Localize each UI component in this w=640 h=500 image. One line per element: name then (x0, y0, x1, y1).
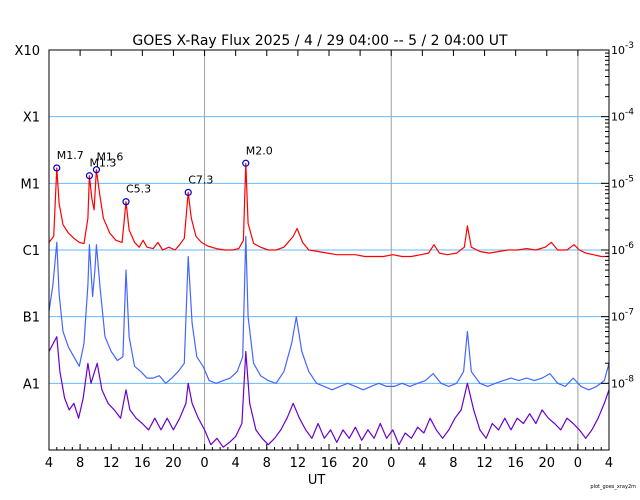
x-tick-label: 8 (263, 456, 271, 471)
right-label: 10-6 (611, 241, 634, 257)
flare-marker (53, 164, 61, 172)
chart-title: GOES X-Ray Flux 2025 / 4 / 29 04:00 -- 5… (132, 33, 508, 49)
flare-label: C7.3 (188, 173, 213, 186)
flare-marker (242, 159, 250, 167)
right-label: 10-4 (611, 108, 634, 124)
right-label: 10-3 (611, 41, 634, 57)
class-label-X10: X10 (15, 44, 40, 59)
footer-note: plot_goes_xray2m (590, 484, 636, 490)
grid-lines (49, 50, 609, 450)
flare-label: M2.0 (246, 144, 273, 157)
class-label-M1: M1 (21, 177, 41, 192)
right-label: 10-8 (611, 374, 634, 390)
x-tick-label: 4 (418, 456, 426, 471)
x-tick-label: 4 (45, 456, 53, 471)
x-tick-label: 20 (165, 456, 182, 471)
class-label-A1: A1 (23, 377, 40, 392)
x-tick-label: 0 (200, 456, 208, 471)
flare-label: C5.3 (126, 183, 151, 196)
series-line-2 (48, 336, 610, 448)
class-label-C1: C1 (23, 244, 40, 259)
x-tick-label: 12 (103, 456, 120, 471)
series-line-0 (48, 162, 609, 258)
flare-marker (92, 166, 101, 174)
x-tick-label: 16 (321, 456, 338, 471)
x-tick-label: 8 (76, 456, 84, 471)
class-label-X1: X1 (23, 111, 40, 126)
flare-marker (85, 172, 94, 180)
x-tick-label: 20 (352, 456, 369, 471)
x-tick-label: 4 (605, 456, 613, 471)
x-tick-label: 8 (449, 456, 457, 471)
x-tick-label: 0 (574, 456, 582, 471)
x-tick-label: 20 (539, 456, 556, 471)
series-line-1 (48, 235, 610, 391)
flare-marker (184, 188, 192, 197)
flare-label: M1.7 (57, 149, 84, 162)
series-group (48, 162, 610, 448)
x-tick-label: 0 (387, 456, 395, 471)
right-label: 10-7 (611, 308, 634, 324)
flare-label: M1.6 (96, 151, 123, 164)
axes: X10 X1 M1 C1 B1 A1 10-3 10-4 10-5 10-6 10-7 10-8 4 8 1… (15, 41, 635, 471)
x-tick-label: 12 (476, 456, 493, 471)
flare-annotations: M1.7M1.3M1.6C5.3C7.3M2.0 (53, 144, 273, 206)
x-axis-label: UT (308, 473, 326, 488)
x-tick-label: 16 (134, 456, 151, 471)
x-tick-label: 12 (290, 456, 307, 471)
x-tick-label: 16 (507, 456, 524, 471)
flare-marker (122, 198, 130, 206)
class-label-B1: B1 (23, 311, 40, 326)
right-label: 10-5 (611, 174, 634, 190)
x-tick-label: 4 (232, 456, 240, 471)
